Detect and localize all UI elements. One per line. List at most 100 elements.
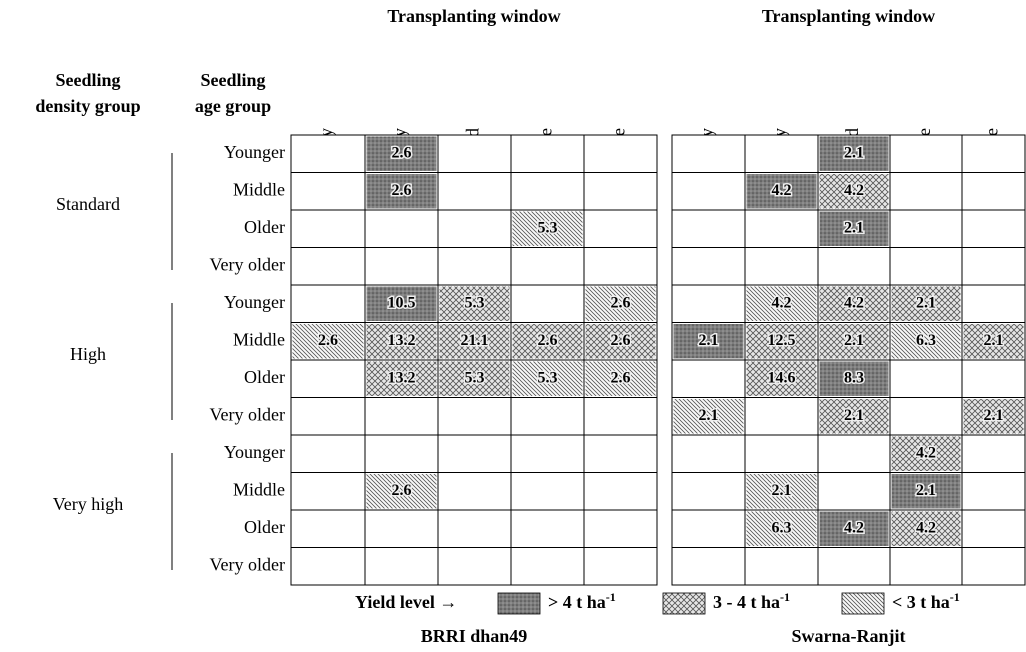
table-cell: [889, 397, 963, 436]
table-cell: [817, 247, 891, 286]
table-cell: [671, 509, 746, 548]
yield-fill: [439, 361, 510, 396]
cell-value: 14.6: [768, 369, 796, 386]
table-cell: [290, 172, 366, 211]
table-cell: [583, 397, 658, 436]
table-cell: [744, 547, 819, 586]
legend-label-sup: -1: [606, 590, 616, 604]
table-cell: [961, 509, 1026, 548]
table-cell: [290, 134, 366, 173]
cell-value: 2.1: [844, 144, 864, 161]
cell-value: 4.2: [844, 182, 864, 199]
cell-value: 2.1: [699, 407, 719, 424]
cell-value: 2.6: [611, 294, 631, 311]
table-cell: [889, 547, 963, 586]
yield-fill: [819, 361, 889, 396]
table-cell: [510, 547, 585, 586]
table-cell: [510, 284, 585, 323]
table-cell: [961, 172, 1026, 211]
cell-value: 4.2: [844, 294, 864, 311]
cell-value: 6.3: [916, 332, 936, 349]
table-cell: [671, 134, 746, 173]
table-cell: [583, 434, 658, 473]
yield-fill: [366, 136, 437, 171]
table-cell: [671, 359, 746, 398]
yield-fill: [366, 474, 437, 509]
table-cell: [290, 359, 366, 398]
cell-value: 2.1: [984, 407, 1004, 424]
table-cell: [583, 134, 658, 173]
group-label: High: [70, 344, 106, 364]
table-cell: [889, 359, 963, 398]
yield-fill: [292, 324, 364, 359]
cell-value: 12.5: [768, 332, 796, 349]
table-cell: [290, 397, 366, 436]
group-label: Very high: [53, 494, 124, 514]
table-cell: [290, 509, 366, 548]
cell-value: 2.1: [984, 332, 1004, 349]
table-cell: [744, 209, 819, 248]
table-cell: [290, 247, 366, 286]
cell-value: 4.2: [772, 294, 792, 311]
table-cell: [961, 434, 1026, 473]
yield-fill: [891, 324, 961, 359]
table-cell: [510, 434, 585, 473]
yield-fill: [746, 174, 817, 209]
table-cell: [889, 209, 963, 248]
table-cell: [437, 434, 512, 473]
yield-fill: [746, 361, 817, 396]
table-cell: [889, 247, 963, 286]
legend-label: > 4 t ha-1: [548, 590, 616, 612]
table-cell: [290, 472, 366, 511]
yield-fill: [746, 286, 817, 321]
table-cell: [437, 509, 512, 548]
yield-fill: [891, 511, 961, 546]
cell-value: 2.6: [392, 182, 412, 199]
table-cell: [671, 547, 746, 586]
table-cell: [510, 509, 585, 548]
yield-fill: [366, 174, 437, 209]
table-cell: [364, 209, 439, 248]
row-label: Older: [244, 367, 285, 387]
table-cell: [290, 434, 366, 473]
legend-swatch: [841, 592, 885, 615]
yield-fill: [366, 324, 437, 359]
cell-value: 2.6: [538, 332, 558, 349]
table-cell: [364, 397, 439, 436]
table-cell: [817, 547, 891, 586]
table-cell: [364, 509, 439, 548]
cell-value: 5.3: [465, 294, 485, 311]
cell-value: 4.2: [916, 519, 936, 536]
yield-fill: [891, 286, 961, 321]
table-cell: [364, 547, 439, 586]
cell-value: 2.6: [392, 482, 412, 499]
row-label: Middle: [233, 179, 285, 199]
legend-label-text: > 4 t ha: [548, 592, 606, 612]
table-cell: [583, 209, 658, 248]
cell-value: 5.3: [538, 219, 558, 236]
table-cell: [437, 172, 512, 211]
cell-value: 2.1: [772, 482, 792, 499]
legend-swatch: [662, 592, 706, 615]
table-cell: [889, 172, 963, 211]
row-label: Younger: [224, 442, 285, 462]
table-cell: [510, 134, 585, 173]
table-title: Transplanting window: [762, 6, 935, 26]
legend-title: Yield level →: [355, 592, 457, 612]
table-cell: [744, 397, 819, 436]
table-name: BRRI dhan49: [421, 626, 528, 646]
cell-value: 2.1: [916, 294, 936, 311]
table-cell: [744, 434, 819, 473]
yield-fill: [819, 286, 889, 321]
yield-fill: [891, 474, 961, 509]
cell-value: 8.3: [844, 369, 864, 386]
table-cell: [583, 547, 658, 586]
yield-fill: [746, 474, 817, 509]
cell-value: 2.6: [611, 332, 631, 349]
legend-swatch: [497, 592, 541, 615]
table-cell: [437, 547, 512, 586]
column-heading: density group: [35, 96, 140, 116]
column-heading: age group: [195, 96, 271, 116]
cell-value: 10.5: [388, 294, 416, 311]
